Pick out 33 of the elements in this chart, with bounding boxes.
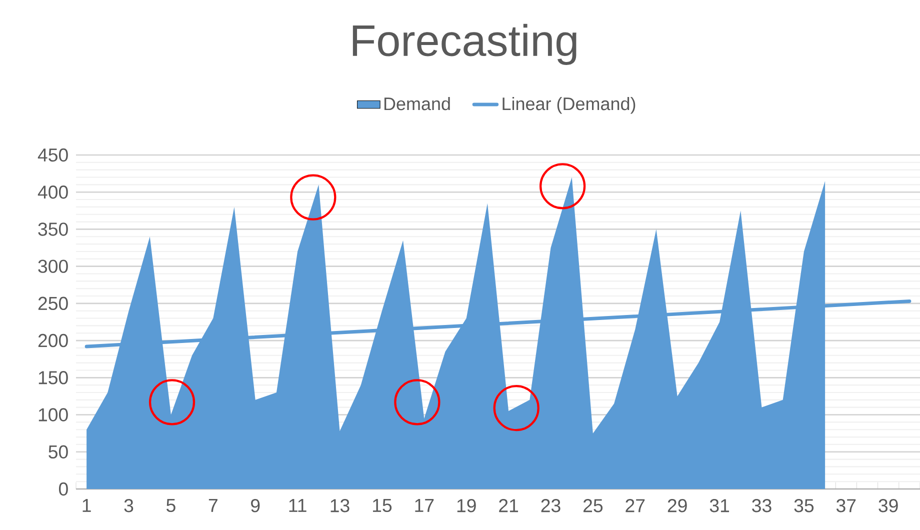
x-tick-label: 31 (710, 499, 730, 512)
x-tick-label: 17 (415, 499, 434, 512)
y-tick-label: 300 (38, 260, 68, 273)
y-tick-label: 150 (38, 371, 68, 384)
y-tick-label: 100 (38, 408, 68, 422)
y-tick-label: 250 (38, 296, 68, 310)
x-tick-label: 5 (166, 499, 176, 512)
x-tick-label: 23 (541, 499, 560, 512)
x-tick-label: 1 (82, 499, 91, 512)
x-tick-label: 15 (372, 499, 392, 512)
x-tick-label: 9 (251, 499, 260, 512)
chart-title: Forecasting (352, 24, 576, 65)
x-tick-label: 21 (499, 499, 518, 512)
x-tick-label: 13 (330, 499, 350, 512)
legend-label: Linear (Demand) (502, 97, 636, 114)
y-tick-label: 50 (48, 445, 68, 458)
x-tick-label: 7 (208, 499, 218, 512)
y-tick-label: 450 (38, 148, 68, 162)
x-tick-label: 33 (752, 499, 772, 512)
x-tick-label: 39 (878, 499, 898, 512)
y-tick-label: 200 (38, 334, 68, 348)
x-tick-label: 27 (626, 499, 645, 512)
legend-label: Demand (384, 97, 450, 110)
y-tick-label: 400 (38, 185, 68, 199)
x-tick-label: 25 (584, 499, 603, 512)
x-tick-label: 35 (794, 499, 814, 512)
x-tick-label: 29 (668, 499, 687, 512)
x-tick-label: 3 (124, 499, 134, 512)
y-tick-label: 0 (58, 482, 68, 496)
x-tick-label: 11 (289, 499, 306, 512)
x-tick-label: 19 (457, 499, 476, 512)
y-tick-label: 350 (38, 222, 68, 236)
x-tick-label: 37 (836, 499, 856, 512)
